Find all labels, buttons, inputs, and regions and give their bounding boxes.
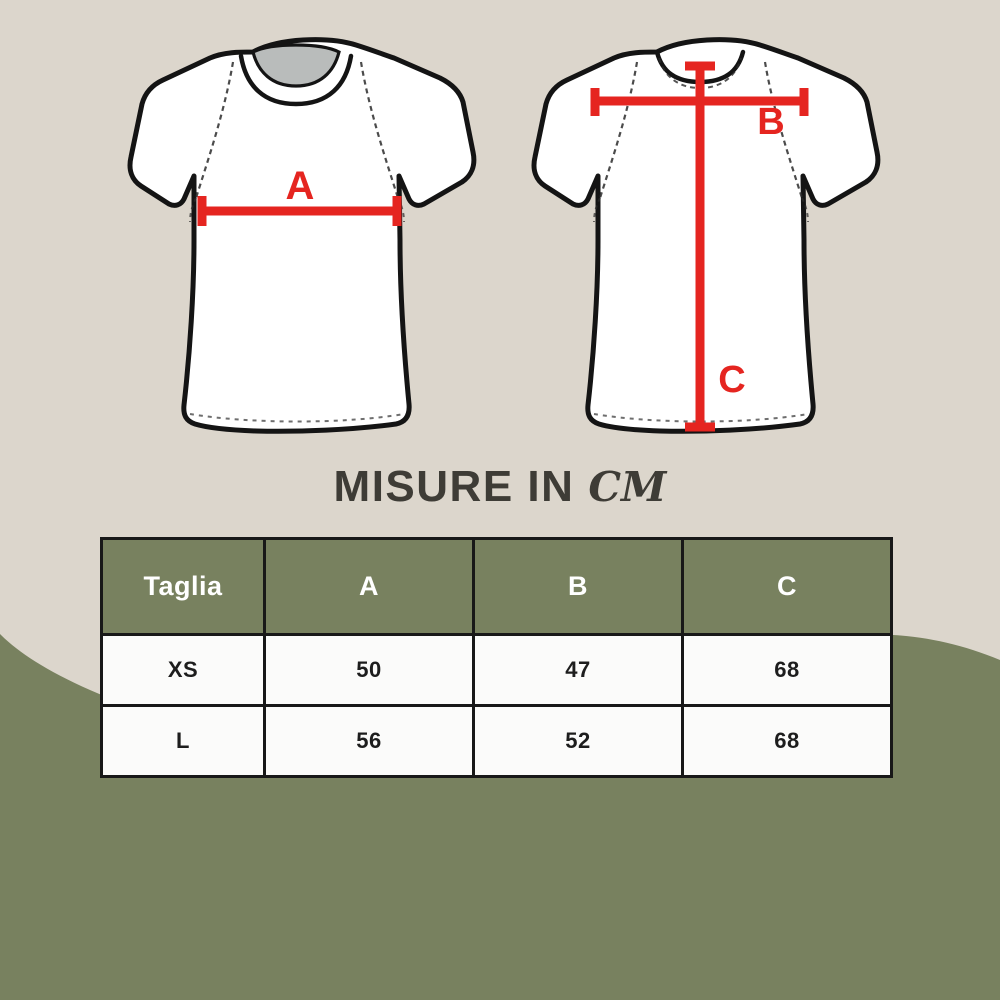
measure-label-c: C (718, 359, 745, 401)
column-header-size: Taglia (100, 537, 266, 636)
chart-title: MISURE IN CM (0, 462, 1000, 512)
chart-title-main: MISURE IN (333, 462, 575, 511)
measure-line-a (197, 196, 402, 226)
cell-b: 52 (472, 704, 684, 778)
size-table: Taglia A B C XS 50 47 68 L 56 52 68 (100, 537, 893, 778)
cell-a: 56 (263, 704, 475, 778)
column-header-b: B (472, 537, 684, 636)
column-header-a: A (263, 537, 475, 636)
table-header-row: Taglia A B C (100, 537, 893, 636)
cell-b: 47 (472, 633, 684, 707)
measure-label-a: A (286, 164, 315, 208)
chart-title-unit: CM (588, 463, 667, 511)
cell-c: 68 (681, 633, 893, 707)
cell-size: XS (100, 633, 266, 707)
cell-size: L (100, 704, 266, 778)
measure-line-c (685, 61, 715, 432)
table-row: L 56 52 68 (100, 704, 893, 778)
table-row: XS 50 47 68 (100, 633, 893, 707)
measure-label-b: B (757, 101, 784, 143)
cell-c: 68 (681, 704, 893, 778)
cell-a: 50 (263, 633, 475, 707)
column-header-c: C (681, 537, 893, 636)
